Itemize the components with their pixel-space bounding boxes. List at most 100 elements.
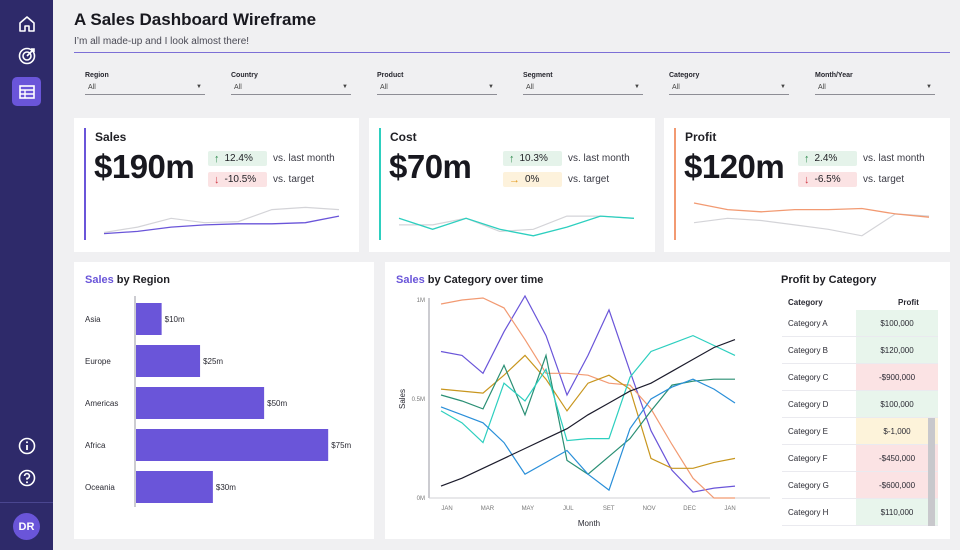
table-icon bbox=[18, 84, 35, 99]
table-row[interactable]: Category A $100,000 bbox=[782, 310, 938, 337]
kpi-accent-bar bbox=[674, 128, 676, 240]
region-label: Americas bbox=[85, 399, 118, 408]
table-row[interactable]: Category C -$900,000 bbox=[782, 364, 938, 391]
target-icon bbox=[18, 47, 35, 64]
x-tick-label: MAY bbox=[522, 506, 535, 512]
filter-value: All bbox=[88, 83, 96, 91]
kpi-accent-bar bbox=[84, 128, 86, 240]
filter-dropdown[interactable]: All ▼ bbox=[85, 82, 205, 95]
delta-pill: ↓ -10.5% bbox=[208, 172, 267, 187]
filter-value: All bbox=[234, 83, 242, 91]
region-value-label: $30m bbox=[216, 483, 236, 492]
delta-pill: ↓ -6.5% bbox=[798, 172, 857, 187]
time-chart-title: Sales by Category over time bbox=[396, 274, 543, 286]
region-value-label: $50m bbox=[267, 399, 287, 408]
region-value-label: $25m bbox=[203, 357, 223, 366]
table-row[interactable]: Category F -$450,000 bbox=[782, 445, 938, 472]
caret-down-icon: ▼ bbox=[780, 84, 786, 90]
series-line[interactable] bbox=[440, 354, 736, 469]
caret-down-icon: ▼ bbox=[196, 84, 202, 90]
sparkline-previous bbox=[103, 206, 340, 234]
title-divider bbox=[74, 52, 950, 53]
avatar[interactable]: DR bbox=[13, 513, 40, 540]
region-label: Oceania bbox=[85, 483, 115, 492]
region-bar[interactable] bbox=[136, 345, 201, 377]
profit-cell: $-1,000 bbox=[856, 418, 938, 444]
filter-dropdown[interactable]: All ▼ bbox=[669, 82, 789, 95]
kpi-delta-target: → 0% vs. target bbox=[503, 172, 609, 187]
region-bar[interactable] bbox=[136, 387, 265, 419]
delta-compare-label: vs. last month bbox=[863, 153, 925, 164]
x-tick-label: NOV bbox=[643, 506, 656, 512]
kpi-sparkline bbox=[103, 206, 340, 235]
x-tick-label: DEC bbox=[683, 506, 696, 512]
nav-home[interactable] bbox=[12, 9, 41, 38]
series-line[interactable] bbox=[440, 334, 736, 444]
filter-dropdown[interactable]: All ▼ bbox=[523, 82, 643, 95]
region-bar[interactable] bbox=[136, 303, 162, 335]
help-button[interactable] bbox=[12, 463, 41, 492]
arrow-up-icon: ↑ bbox=[804, 152, 810, 165]
filter-dropdown[interactable]: All ▼ bbox=[231, 82, 351, 95]
category-line-chart: 0M 0.5M 1M JAN MAR MAY JUL SET NOV DEC JAN Month Sal… bbox=[398, 294, 795, 528]
sales-kpi-card: Sales $190m ↑ 12.4% vs. last month ↓ -10.5% vs.… bbox=[74, 118, 359, 252]
kpi-delta-month: ↑ 12.4% vs. last month bbox=[208, 151, 335, 166]
nav-dashboard[interactable] bbox=[12, 77, 41, 106]
table-row[interactable]: Category E $-1,000 bbox=[782, 418, 938, 445]
series-line[interactable] bbox=[440, 297, 735, 499]
sparkline-current bbox=[398, 215, 635, 237]
time-title-rest: by Category over time bbox=[424, 274, 544, 286]
table-row[interactable]: Category D $100,000 bbox=[782, 391, 938, 418]
delta-compare-label: vs. target bbox=[863, 174, 905, 185]
series-line[interactable] bbox=[440, 339, 736, 487]
nav-goals[interactable] bbox=[12, 41, 41, 70]
kpi-title: Cost bbox=[390, 130, 417, 144]
arrow-flat-icon: → bbox=[509, 173, 520, 186]
profit-cell: $110,000 bbox=[856, 499, 938, 525]
delta-pill: ↑ 2.4% bbox=[798, 151, 857, 166]
category-cell: Category H bbox=[788, 507, 829, 517]
table-row[interactable]: Category G -$600,000 bbox=[782, 472, 938, 499]
sparkline-previous bbox=[693, 213, 930, 237]
table-row[interactable]: Category H $110,000 bbox=[782, 499, 938, 526]
kpi-accent-bar bbox=[379, 128, 381, 240]
y-tick-label: 0.5M bbox=[412, 397, 425, 403]
region-value-label: $10m bbox=[165, 315, 185, 324]
x-tick-label: JAN bbox=[441, 506, 452, 512]
x-tick-label: JUL bbox=[563, 506, 574, 512]
filter-region: Region All ▼ bbox=[85, 72, 205, 95]
profit-col-category: Category bbox=[788, 298, 823, 307]
filter-dropdown[interactable]: All ▼ bbox=[815, 82, 935, 95]
filter-dropdown[interactable]: All ▼ bbox=[377, 82, 497, 95]
sparkline-previous bbox=[399, 215, 635, 233]
delta-compare-label: vs. target bbox=[273, 174, 315, 185]
delta-value: 10.3% bbox=[519, 153, 548, 164]
filter-label: Month/Year bbox=[815, 72, 853, 79]
series-line[interactable] bbox=[440, 294, 736, 493]
kpi-delta-month: ↑ 10.3% vs. last month bbox=[503, 151, 630, 166]
table-row[interactable]: Category B $120,000 bbox=[782, 337, 938, 364]
x-axis-title: Month bbox=[578, 519, 600, 528]
filter-segment: Segment All ▼ bbox=[523, 72, 643, 95]
region-bar[interactable] bbox=[136, 471, 213, 503]
main-content: A Sales Dashboard Wireframe I’m all made… bbox=[53, 0, 960, 550]
region-chart-title: Sales by Region bbox=[85, 274, 170, 286]
series-line[interactable] bbox=[440, 378, 736, 492]
delta-value: 12.4% bbox=[224, 153, 253, 164]
delta-pill: ↑ 12.4% bbox=[208, 151, 267, 166]
delta-pill: → 0% bbox=[503, 172, 562, 187]
sales-by-region-card: Sales by Region Asia $10m Europe $25m Americ… bbox=[74, 262, 374, 539]
region-label: Asia bbox=[85, 315, 101, 324]
kpi-sparkline bbox=[398, 215, 635, 237]
delta-compare-label: vs. last month bbox=[273, 153, 335, 164]
arrow-up-icon: ↑ bbox=[214, 152, 220, 165]
region-bar[interactable] bbox=[136, 429, 329, 461]
delta-value: 0% bbox=[525, 174, 540, 185]
kpi-sparkline bbox=[693, 202, 930, 237]
info-button[interactable] bbox=[12, 431, 41, 460]
kpi-title: Profit bbox=[685, 130, 717, 144]
kpi-delta-month: ↑ 2.4% vs. last month bbox=[798, 151, 925, 166]
profit-cell: -$450,000 bbox=[856, 445, 938, 471]
profit-cell: -$600,000 bbox=[856, 472, 938, 498]
table-scrollbar[interactable] bbox=[928, 418, 935, 526]
